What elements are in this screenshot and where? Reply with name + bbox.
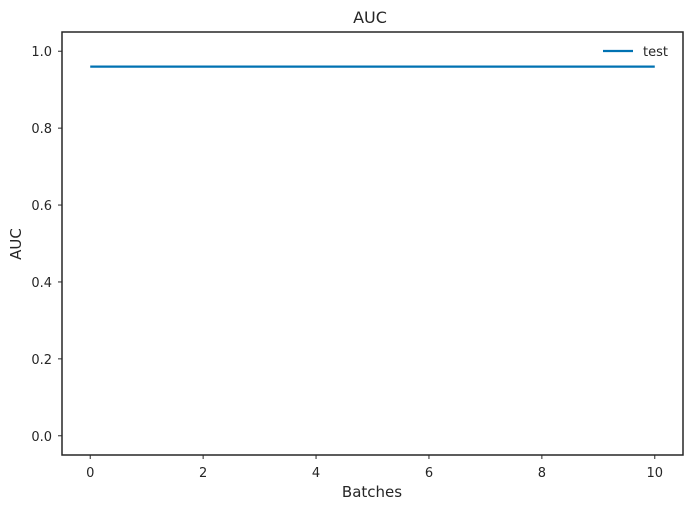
y-tick-label: 0.6 <box>31 199 52 214</box>
x-axis-label: Batches <box>342 483 402 501</box>
x-tick-label: 6 <box>425 466 433 481</box>
y-axis-ticks: 0.0 0.2 0.4 0.6 0.8 1.0 <box>31 45 62 445</box>
y-tick-label: 0.2 <box>31 353 52 368</box>
x-tick-label: 4 <box>312 466 320 481</box>
x-axis-ticks: 0 2 4 6 8 10 <box>86 455 663 481</box>
x-tick-label: 0 <box>86 466 94 481</box>
y-tick-label: 1.0 <box>31 45 52 60</box>
y-tick-label: 0.0 <box>31 430 52 445</box>
x-tick-label: 10 <box>646 466 663 481</box>
chart-title: AUC <box>353 8 387 27</box>
y-tick-label: 0.8 <box>31 122 52 137</box>
y-tick-label: 0.4 <box>31 276 52 291</box>
x-tick-label: 2 <box>199 466 207 481</box>
y-axis-label: AUC <box>7 228 25 260</box>
legend-label-test: test <box>643 45 668 60</box>
legend: test <box>603 45 668 60</box>
plot-area-frame <box>61 31 684 456</box>
x-tick-label: 8 <box>538 466 546 481</box>
